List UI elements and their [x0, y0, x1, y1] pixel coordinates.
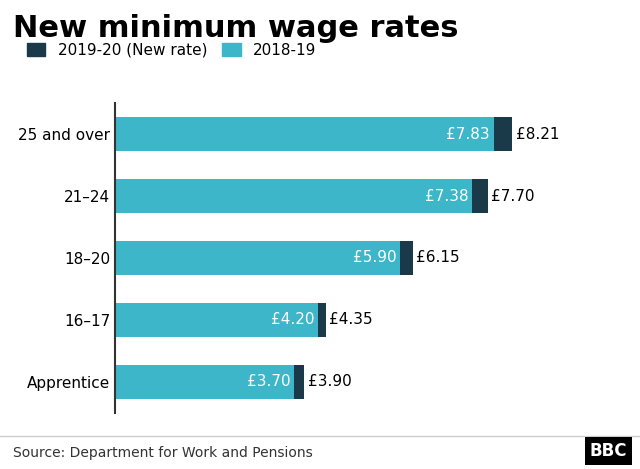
Bar	[401, 241, 413, 275]
Text: £6.15: £6.15	[417, 250, 460, 265]
Text: Source: Department for Work and Pensions: Source: Department for Work and Pensions	[13, 446, 312, 460]
Legend: 2019-20 (New rate), 2018-19: 2019-20 (New rate), 2018-19	[27, 43, 316, 58]
Text: £4.35: £4.35	[330, 312, 373, 327]
Bar	[294, 364, 304, 399]
Text: £7.38: £7.38	[424, 189, 468, 204]
Text: BBC: BBC	[589, 442, 627, 460]
Bar	[115, 241, 401, 275]
Bar	[494, 117, 512, 151]
Text: £8.21: £8.21	[516, 127, 559, 142]
Text: £4.20: £4.20	[271, 312, 314, 327]
Bar	[115, 117, 494, 151]
Text: £3.70: £3.70	[246, 374, 291, 389]
Text: New minimum wage rates: New minimum wage rates	[13, 14, 458, 43]
Text: £5.90: £5.90	[353, 250, 397, 265]
Bar	[472, 179, 488, 213]
Bar	[115, 364, 294, 399]
Bar	[115, 303, 318, 337]
Bar	[318, 303, 326, 337]
Text: £7.83: £7.83	[446, 127, 490, 142]
Bar	[115, 179, 472, 213]
Text: £7.70: £7.70	[492, 189, 535, 204]
Text: £3.90: £3.90	[308, 374, 351, 389]
